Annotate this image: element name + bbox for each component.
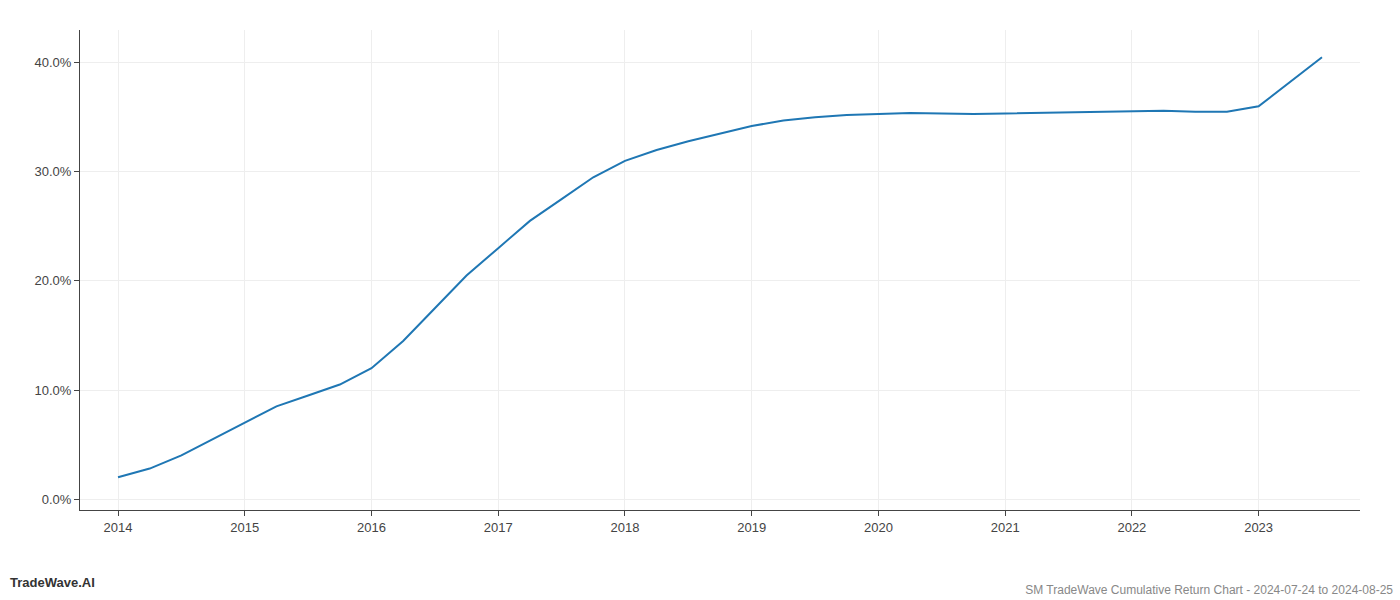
svg-text:2015: 2015 <box>230 520 259 535</box>
svg-text:30.0%: 30.0% <box>35 164 72 179</box>
svg-text:20.0%: 20.0% <box>35 273 72 288</box>
svg-text:2020: 2020 <box>864 520 893 535</box>
svg-text:SM TradeWave Cumulative Return: SM TradeWave Cumulative Return Chart - 2… <box>1025 583 1393 597</box>
svg-text:2018: 2018 <box>610 520 639 535</box>
svg-text:2016: 2016 <box>357 520 386 535</box>
svg-text:40.0%: 40.0% <box>35 55 72 70</box>
svg-text:0.0%: 0.0% <box>42 492 72 507</box>
svg-text:TradeWave.AI: TradeWave.AI <box>10 575 95 590</box>
svg-text:10.0%: 10.0% <box>35 383 72 398</box>
svg-text:2017: 2017 <box>484 520 513 535</box>
svg-text:2021: 2021 <box>991 520 1020 535</box>
svg-text:2022: 2022 <box>1117 520 1146 535</box>
svg-text:2014: 2014 <box>104 520 133 535</box>
svg-text:2019: 2019 <box>737 520 766 535</box>
svg-text:2023: 2023 <box>1244 520 1273 535</box>
